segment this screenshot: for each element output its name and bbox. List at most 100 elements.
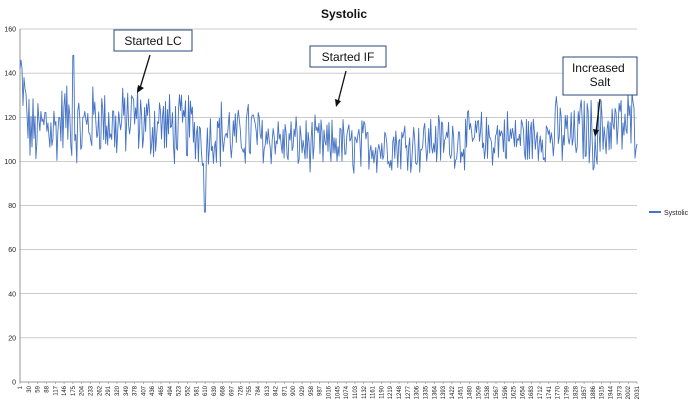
x-tick-label: 146 [62, 385, 68, 396]
y-axis-ticks: 0 20 40 60 80 100 120 140 160 [4, 27, 16, 387]
y-tick-label: 40 [8, 291, 16, 298]
x-tick-label: 407 [141, 385, 147, 396]
x-tick-label: 320 [115, 385, 121, 396]
y-tick-label: 20 [8, 335, 16, 342]
x-tick-label: 1132 [362, 385, 368, 399]
arrow-head-icon [335, 99, 341, 107]
annotation-box [562, 56, 638, 96]
annotation-label: Started IF [322, 50, 375, 64]
x-tick-label: 436 [150, 385, 156, 396]
x-tick-label: 1857 [582, 385, 588, 399]
x-tick-label: 1219 [388, 385, 394, 399]
legend: Systolic [649, 210, 689, 217]
x-tick-label: 1451 [459, 385, 465, 399]
x-tick-label: 871 [282, 385, 288, 396]
x-tick-label: 842 [274, 385, 280, 396]
x-tick-label: 1509 [476, 385, 482, 399]
x-tick-label: 958 [309, 385, 315, 396]
x-tick-label: 378 [133, 385, 139, 396]
x-tick-label: 1596 [503, 385, 509, 399]
x-tick-label: 1538 [485, 385, 491, 399]
x-tick-label: 88 [44, 385, 50, 392]
x-tick-label: 494 [168, 385, 174, 396]
x-tick-label: 1567 [494, 385, 500, 399]
annotation-box [113, 29, 193, 52]
x-tick-label: 1915 [600, 385, 606, 399]
series-line-systolic [19, 55, 638, 213]
x-tick-label: 262 [97, 385, 103, 396]
x-tick-label: 1306 [415, 385, 421, 399]
x-tick-label: 610 [203, 385, 209, 396]
annotation-started-lc: Started LC [113, 29, 193, 93]
x-tick-label: 639 [212, 385, 218, 396]
x-tick-label: 987 [318, 385, 324, 396]
arrow-icon [139, 54, 151, 89]
x-tick-label: 900 [291, 385, 297, 396]
x-tick-label: 291 [106, 385, 112, 396]
x-tick-label: 1625 [512, 385, 518, 399]
x-tick-label: 1016 [327, 385, 333, 399]
x-tick-label: 697 [230, 385, 236, 396]
x-tick-label: 552 [185, 385, 191, 396]
x-tick-label: 1190 [379, 385, 385, 399]
x-tick-label: 2002 [626, 385, 632, 399]
arrow-icon [337, 70, 347, 103]
arrow-icon [595, 98, 601, 133]
x-tick-label: 59 [36, 385, 42, 392]
x-tick-label: 1828 [573, 385, 579, 399]
annotation-box [309, 45, 387, 68]
x-tick-label: 1103 [353, 385, 359, 399]
x-tick-label: 523 [177, 385, 183, 396]
annotation-increased-salt: Increased Salt [562, 56, 638, 137]
x-tick-label: 175 [71, 385, 77, 396]
x-tick-label: 581 [194, 385, 200, 396]
annotation-started-if: Started IF [309, 45, 387, 107]
y-tick-label: 120 [4, 115, 16, 122]
x-tick-label: 1683 [529, 385, 535, 399]
x-tick-label: 1712 [538, 385, 544, 399]
x-tick-label: 1799 [564, 385, 570, 399]
x-tick-label: 1654 [520, 385, 526, 399]
x-axis-ticks: 1 30 59 88 117 146 175 204 233 262 291 320 349 378 407… [18, 382, 641, 399]
x-tick-label: 784 [256, 385, 262, 396]
x-tick-label: 465 [159, 385, 165, 396]
y-tick-label: 0 [12, 380, 16, 387]
y-tick-label: 160 [4, 27, 16, 34]
x-tick-label: 233 [89, 385, 95, 396]
x-tick-label: 755 [247, 385, 253, 396]
x-tick-label: 30 [27, 385, 33, 392]
x-tick-label: 1335 [423, 385, 429, 399]
x-tick-label: 813 [265, 385, 271, 396]
x-tick-label: 1973 [617, 385, 623, 399]
x-tick-label: 117 [53, 385, 59, 395]
x-tick-label: 1480 [468, 385, 474, 399]
x-tick-label: 1886 [591, 385, 597, 399]
x-tick-label: 1422 [450, 385, 456, 399]
chart-title: Systolic [321, 7, 367, 21]
x-tick-label: 349 [124, 385, 130, 396]
x-tick-label: 1074 [344, 385, 350, 399]
x-tick-label: 204 [80, 385, 86, 396]
x-tick-label: 1770 [556, 385, 562, 399]
x-tick-label: 1248 [397, 385, 403, 399]
x-tick-label: 1364 [432, 385, 438, 399]
x-tick-label: 929 [300, 385, 306, 396]
x-tick-label: 1 [18, 385, 24, 389]
y-tick-label: 80 [8, 203, 16, 210]
x-tick-label: 668 [221, 385, 227, 396]
arrow-head-icon [137, 85, 144, 93]
gridlines [20, 28, 637, 339]
arrow-head-icon [593, 129, 599, 137]
x-tick-label: 1161 [371, 385, 377, 399]
x-tick-label: 1944 [609, 385, 615, 399]
annotation-label: Increased Salt [572, 61, 628, 89]
y-tick-label: 100 [4, 159, 16, 166]
x-tick-label: 2031 [635, 385, 641, 399]
legend-label: Systolic [664, 210, 689, 217]
x-tick-label: 1277 [406, 385, 412, 399]
x-tick-label: 726 [238, 385, 244, 396]
x-tick-label: 1741 [547, 385, 553, 399]
y-tick-label: 60 [8, 247, 16, 254]
annotation-label: Started LC [124, 34, 182, 48]
